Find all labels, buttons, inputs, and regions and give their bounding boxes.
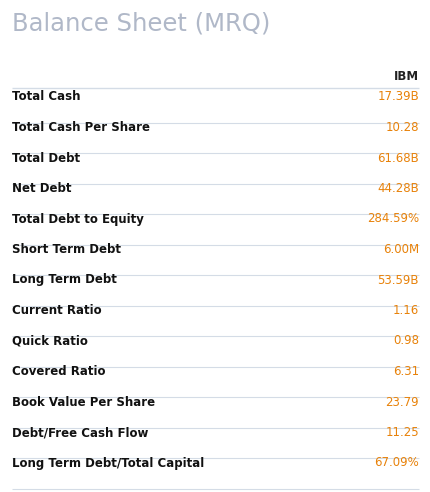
Text: Short Term Debt: Short Term Debt	[12, 243, 121, 256]
Text: Debt/Free Cash Flow: Debt/Free Cash Flow	[12, 426, 148, 439]
Text: 11.25: 11.25	[384, 426, 418, 439]
Text: Total Cash: Total Cash	[12, 91, 80, 103]
Text: 61.68B: 61.68B	[376, 152, 418, 164]
Text: 10.28: 10.28	[384, 121, 418, 134]
Text: Covered Ratio: Covered Ratio	[12, 365, 105, 378]
Text: Long Term Debt: Long Term Debt	[12, 274, 117, 286]
Text: 0.98: 0.98	[392, 335, 418, 347]
Text: Net Debt: Net Debt	[12, 182, 71, 195]
Text: 44.28B: 44.28B	[376, 182, 418, 195]
Text: 1.16: 1.16	[392, 304, 418, 317]
Text: 284.59%: 284.59%	[366, 213, 418, 225]
Text: Total Cash Per Share: Total Cash Per Share	[12, 121, 150, 134]
Text: Total Debt to Equity: Total Debt to Equity	[12, 213, 144, 225]
Text: Quick Ratio: Quick Ratio	[12, 335, 88, 347]
Text: 53.59B: 53.59B	[377, 274, 418, 286]
Text: 67.09%: 67.09%	[373, 457, 418, 469]
Text: Long Term Debt/Total Capital: Long Term Debt/Total Capital	[12, 457, 204, 469]
Text: 23.79: 23.79	[384, 396, 418, 408]
Text: Book Value Per Share: Book Value Per Share	[12, 396, 155, 408]
Text: 6.00M: 6.00M	[382, 243, 418, 256]
Text: 6.31: 6.31	[392, 365, 418, 378]
Text: Total Debt: Total Debt	[12, 152, 80, 164]
Text: 17.39B: 17.39B	[376, 91, 418, 103]
Text: Current Ratio: Current Ratio	[12, 304, 101, 317]
Text: IBM: IBM	[393, 70, 418, 83]
Text: Balance Sheet (MRQ): Balance Sheet (MRQ)	[12, 12, 270, 36]
